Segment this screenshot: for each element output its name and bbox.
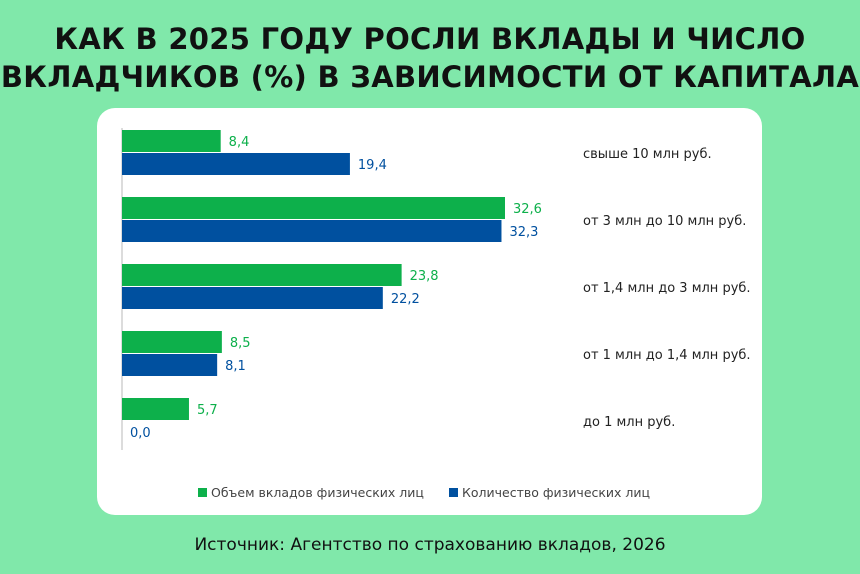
data-label: 8,1 bbox=[225, 359, 246, 374]
data-label: 19,4 bbox=[358, 158, 387, 173]
data-label: 22,2 bbox=[391, 292, 420, 307]
data-label: 0,0 bbox=[130, 426, 151, 441]
data-label: 8,4 bbox=[229, 135, 250, 150]
category-label: свыше 10 млн руб. bbox=[583, 147, 712, 162]
category-label: до 1 млн руб. bbox=[583, 415, 675, 430]
legend-swatch bbox=[198, 488, 207, 497]
bar-volume bbox=[122, 264, 402, 286]
data-label: 32,6 bbox=[513, 202, 542, 217]
data-label: 8,5 bbox=[230, 336, 251, 351]
source-note: Источник: Агентство по страхованию вклад… bbox=[194, 535, 666, 555]
bar-count bbox=[122, 153, 350, 175]
chart-title: КАК В 2025 ГОДУ РОСЛИ ВКЛАДЫ И ЧИСЛО ВКЛ… bbox=[0, 20, 860, 96]
bar-count bbox=[122, 287, 383, 309]
legend-swatch bbox=[449, 488, 458, 497]
category-label: от 3 млн до 10 млн руб. bbox=[583, 214, 746, 229]
legend-label: Количество физических лиц bbox=[462, 485, 650, 500]
bar-volume bbox=[122, 398, 189, 420]
title-line-2: ВКЛАДЧИКОВ (%) В ЗАВИСИМОСТИ ОТ КАПИТАЛА bbox=[0, 60, 860, 94]
bar-count bbox=[122, 354, 218, 376]
data-label: 5,7 bbox=[197, 403, 218, 418]
data-label: 23,8 bbox=[410, 269, 439, 284]
bar-count bbox=[122, 220, 502, 242]
bar-volume bbox=[122, 331, 222, 353]
title-line-1: КАК В 2025 ГОДУ РОСЛИ ВКЛАДЫ И ЧИСЛО bbox=[54, 22, 806, 56]
legend-label: Объем вкладов физических лиц bbox=[211, 485, 424, 500]
category-label: от 1,4 млн до 3 млн руб. bbox=[583, 281, 751, 296]
category-label: от 1 млн до 1,4 млн руб. bbox=[583, 348, 751, 363]
chart-card bbox=[97, 108, 762, 515]
data-label: 32,3 bbox=[509, 225, 538, 240]
bar-volume bbox=[122, 130, 221, 152]
bar-volume bbox=[122, 197, 505, 219]
